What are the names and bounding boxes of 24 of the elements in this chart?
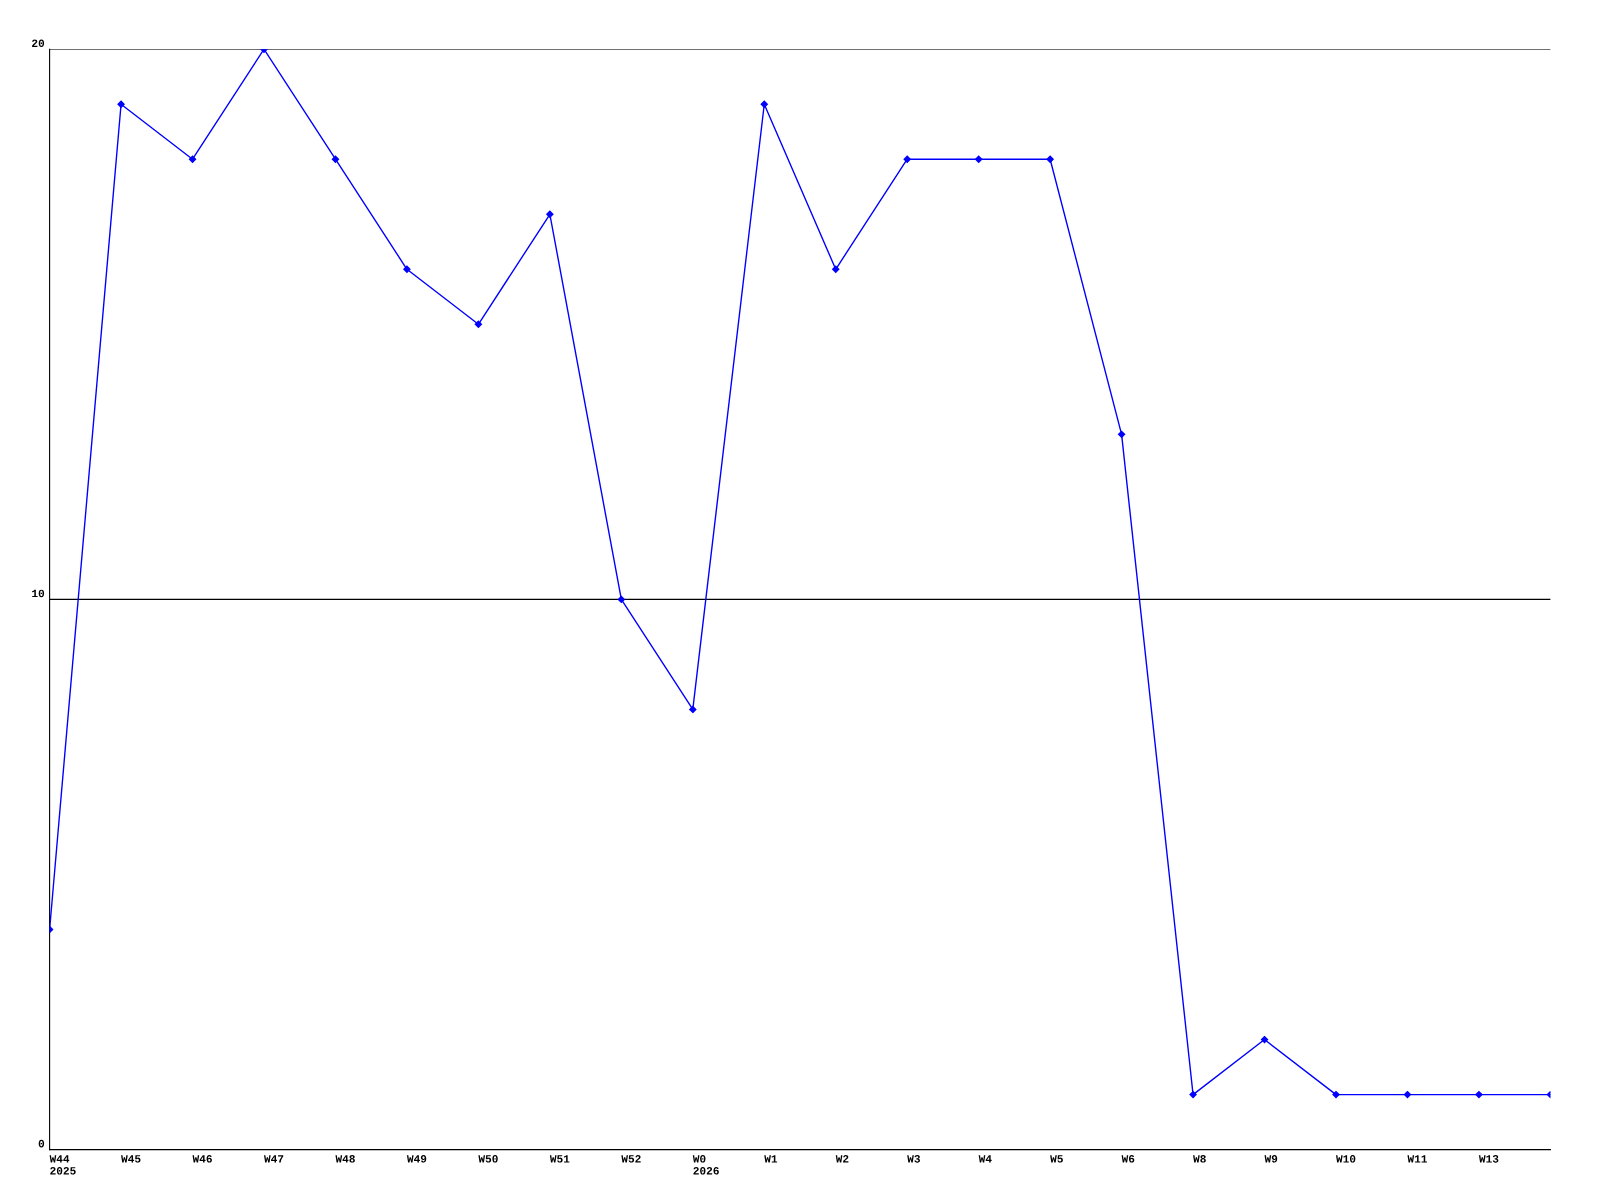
x-tick-label: W13	[1478, 1155, 1499, 1163]
x-tick-label: W1	[764, 1155, 778, 1163]
y-tick-label: 10	[32, 589, 45, 598]
x-tick-label: W49	[406, 1155, 427, 1163]
y-tick-label: 20	[32, 39, 45, 47]
x-tick-label: W6	[1121, 1155, 1135, 1163]
x-tick-label: W46	[192, 1155, 212, 1163]
x-tick-label: W44 2025	[49, 1155, 76, 1175]
x-tick-label: W47	[264, 1155, 284, 1163]
x-tick-label: W3	[907, 1155, 920, 1163]
x-tick-label: W5	[1050, 1155, 1063, 1163]
x-tick-label: W10	[1336, 1155, 1356, 1163]
x-tick-label: W0 2026	[692, 1155, 719, 1175]
x-tick-label: W9	[1264, 1155, 1278, 1163]
x-tick-label: W4	[978, 1155, 992, 1163]
y-tick-label: 0	[38, 1139, 45, 1148]
x-tick-label: W8	[1193, 1155, 1206, 1163]
x-tick-label: W11	[1407, 1155, 1427, 1163]
x-tick-label: W51	[549, 1155, 570, 1163]
x-tick-label: W52	[621, 1155, 641, 1163]
x-tick-label: W2	[835, 1155, 849, 1163]
x-tick-label: W48	[335, 1155, 355, 1163]
x-tick-label: W45	[121, 1155, 141, 1163]
x-tick-label: W50	[478, 1155, 498, 1163]
